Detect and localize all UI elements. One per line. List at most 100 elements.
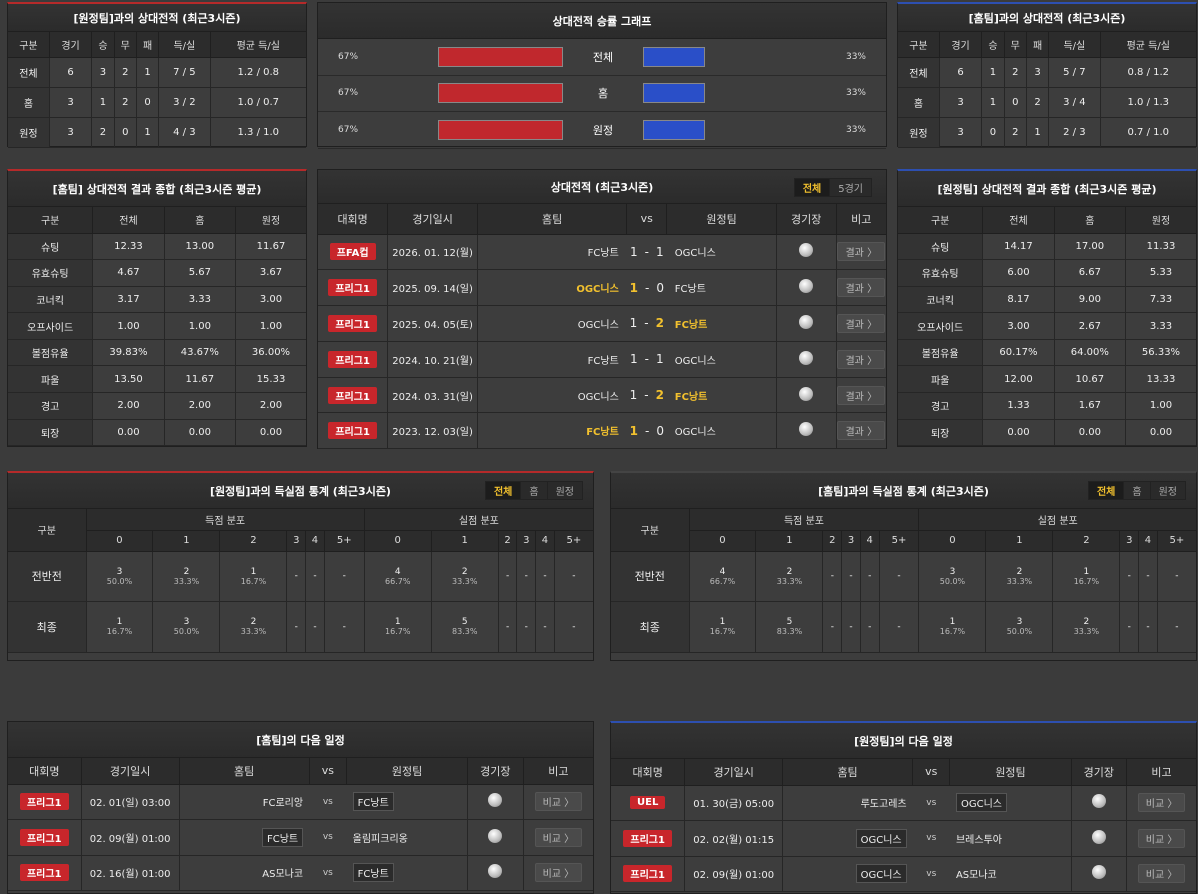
note-cell: 결과 〉 [836, 341, 886, 378]
column-header: 경기일시 [81, 758, 180, 785]
toggle-home[interactable]: 홈 [521, 482, 548, 499]
scored-cell: - [324, 601, 365, 653]
score-separator: - [644, 423, 650, 438]
home-next-schedule-panel: [홈팀]의 다음 일정 대회명 경기일시 홈팀 vs 원정팀 경기장 비고 프리그1 02. 0… [7, 721, 594, 894]
stadium-icon[interactable] [799, 314, 814, 329]
compare-button[interactable]: 비교 〉 [534, 863, 583, 883]
scored-cell: - [286, 601, 307, 653]
row-label: 최종 [611, 601, 690, 653]
match-date: 02. 09(월) 01:00 [81, 819, 180, 856]
table-cell: 2.00 [92, 392, 165, 420]
compare-button[interactable]: 비교 〉 [1137, 864, 1186, 884]
stadium-icon[interactable] [488, 828, 503, 843]
stadium-icon[interactable] [488, 793, 503, 808]
stadium-icon[interactable] [799, 350, 814, 365]
column-header: 구분 [898, 32, 940, 58]
table-row: 최종 1 16.7% 3 50.0% 2 33.3% - - -1 16.7% 5 83.3% - - - - [8, 601, 593, 653]
home-team: OGC니스 [855, 864, 907, 884]
panel-title: 상대전적 (최근3시즌) 전체 5경기 [318, 170, 886, 204]
table-cell: 0 [114, 117, 137, 148]
result-button[interactable]: 결과 〉 [837, 278, 886, 298]
venue-cell [776, 341, 837, 378]
stadium-icon[interactable] [799, 422, 814, 437]
table-cell: 3.00 [982, 312, 1055, 340]
table-cell: 1.00 [92, 312, 165, 340]
count: 3 [949, 566, 956, 577]
count: - [1175, 571, 1179, 582]
row-label: 홈 [898, 87, 940, 118]
scored-cell: - [879, 551, 920, 602]
column-header: 전체 [982, 207, 1055, 234]
table-cell: 0.00 [982, 419, 1055, 447]
result-button[interactable]: 결과 〉 [837, 421, 886, 441]
stadium-icon[interactable] [488, 864, 503, 879]
away-score: 0 [656, 280, 664, 295]
count: - [897, 621, 901, 632]
table-cell: 5 / 7 [1048, 57, 1101, 88]
stadium-icon[interactable] [799, 386, 814, 401]
toggle-home[interactable]: 홈 [1124, 482, 1151, 499]
count: - [849, 571, 853, 582]
competition-cell: 프리그1 [318, 269, 389, 307]
home-team-cell: 루도고레츠 [782, 785, 913, 821]
graph-row-label: 전체 [592, 50, 614, 64]
compare-button[interactable]: 비교 〉 [534, 792, 583, 812]
count: 1 [394, 617, 401, 628]
compare-button[interactable]: 비교 〉 [534, 827, 583, 847]
result-button[interactable]: 결과 〉 [837, 242, 886, 262]
venue-cell [776, 234, 837, 271]
count: 3 [116, 566, 123, 577]
conceded-cell: - [1157, 551, 1196, 602]
score-separator: - [644, 280, 650, 295]
compare-button[interactable]: 비교 〉 [1137, 793, 1186, 813]
goal-count-header: 5+ [1157, 530, 1196, 552]
scored-cell: 2 33.3% [755, 551, 824, 602]
toggle-away[interactable]: 원정 [555, 487, 574, 498]
win-rate-graph-panel: 상대전적 승률 그래프 67% 전체 33% 67% 홈 33% 67% 원정 33% [317, 2, 887, 149]
scored-cell: - [841, 551, 861, 602]
stadium-icon[interactable] [1091, 829, 1106, 844]
table-cell: 0.00 [235, 419, 306, 447]
home-team-cell: AS모나코 [179, 855, 310, 891]
row-label: 코너킥 [8, 286, 94, 314]
column-header: 홈팀 [477, 204, 628, 235]
conceded-cell: 1 16.7% [364, 601, 432, 653]
conceded-cell: - [516, 601, 537, 653]
panel-title: [원정팀] 상대전적 결과 종합 (최근3시즌 평균) [898, 171, 1196, 207]
panel-title-text: [홈팀]과의 득실점 통계 (최근3시즌) [818, 484, 989, 498]
result-button[interactable]: 결과 〉 [837, 349, 886, 369]
note-cell: 비교 〉 [523, 819, 593, 856]
count: 2 [786, 566, 793, 577]
percentage: 16.7% [240, 576, 267, 586]
conceded-cell: 1 16.7% [1052, 551, 1121, 602]
table-cell: 1.67 [1054, 392, 1127, 420]
table-cell: 7 / 5 [158, 57, 211, 88]
scored-cell: - [305, 551, 325, 602]
scored-cell: 1 16.7% [86, 601, 154, 653]
toggle-all[interactable]: 전체 [1088, 482, 1125, 499]
score: 1-2 [626, 377, 667, 414]
toggle-5-games[interactable]: 5경기 [838, 184, 863, 195]
stadium-icon[interactable] [1091, 794, 1106, 809]
competition-cell: 프리그1 [318, 341, 389, 378]
result-button[interactable]: 결과 〉 [837, 313, 886, 333]
stadium-icon[interactable] [799, 243, 814, 258]
table-cell: 0 [136, 87, 160, 118]
count: 1 [250, 566, 257, 577]
toggle-away[interactable]: 원정 [1158, 487, 1177, 498]
compare-button[interactable]: 비교 〉 [1137, 828, 1186, 848]
column-header: 비고 [1126, 759, 1196, 786]
toggle-all[interactable]: 전체 [485, 482, 522, 499]
stadium-icon[interactable] [799, 279, 814, 294]
table-row: 유효슈팅 6.00 6.67 5.33 [898, 259, 1196, 287]
home-team: FC낭트 [477, 341, 627, 378]
row-label: 퇴장 [8, 419, 94, 447]
column-header: 평균 득/실 [1100, 32, 1196, 58]
toggle-all[interactable]: 전체 [794, 179, 831, 196]
column-header: 득/실 [1048, 32, 1101, 58]
away-rate-fill [643, 119, 705, 140]
table-cell: 13.33 [1125, 365, 1196, 394]
stadium-icon[interactable] [1091, 865, 1106, 880]
away-team-cell: FC낭트 [346, 855, 468, 891]
result-button[interactable]: 결과 〉 [837, 385, 886, 405]
